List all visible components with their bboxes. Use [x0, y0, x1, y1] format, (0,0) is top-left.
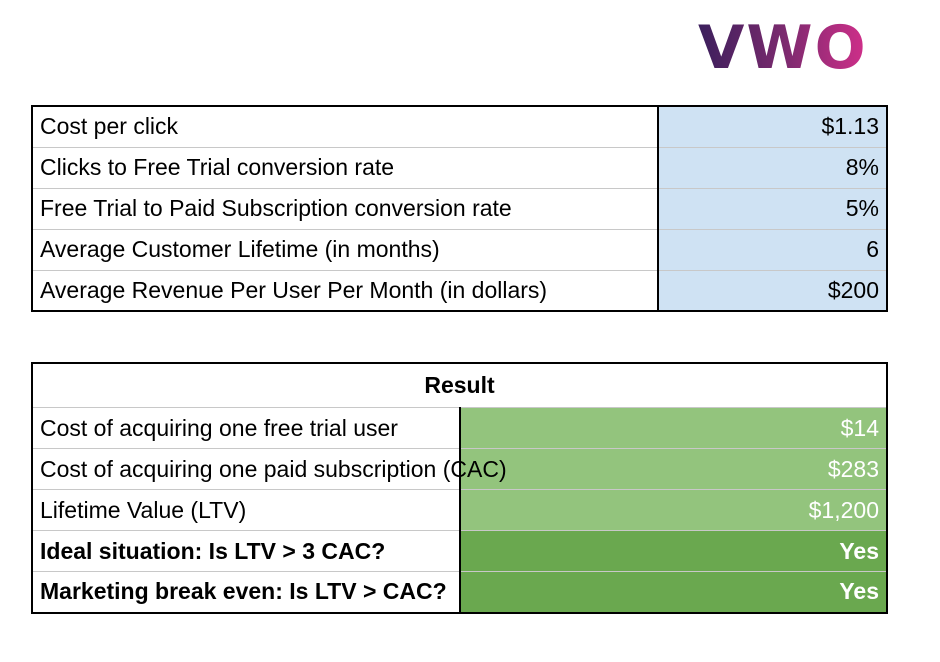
row-label: Marketing break even: Is LTV > CAC?	[32, 571, 461, 613]
row-value: $200	[658, 269, 887, 311]
row-label: Average Customer Lifetime (in months)	[32, 228, 659, 270]
row-label: Ideal situation: Is LTV > 3 CAC?	[32, 530, 461, 572]
table-row: Average Customer Lifetime (in months) 6	[32, 228, 887, 270]
row-value: 5%	[658, 187, 887, 229]
row-label: Cost of acquiring one free trial user	[32, 407, 461, 449]
table-row: Cost per click $1.13	[32, 105, 887, 147]
row-value: Yes	[459, 530, 887, 572]
logo-text: VWO	[698, 13, 868, 83]
logo: VWO	[698, 13, 868, 83]
table-row: Clicks to Free Trial conversion rate 8%	[32, 146, 887, 188]
row-value: $14	[459, 407, 887, 449]
table-row: Free Trial to Paid Subscription conversi…	[32, 187, 887, 229]
row-value: $1.13	[658, 105, 887, 147]
table-row: Average Revenue Per User Per Month (in d…	[32, 269, 887, 311]
table-row: Lifetime Value (LTV) $1,200	[32, 489, 887, 531]
table-row: Ideal situation: Is LTV > 3 CAC? Yes	[32, 530, 887, 572]
row-value: 8%	[658, 146, 887, 188]
row-value: Yes	[459, 571, 887, 613]
row-value: $283	[459, 448, 887, 490]
row-label: Lifetime Value (LTV)	[32, 489, 461, 531]
row-label: Free Trial to Paid Subscription conversi…	[32, 187, 659, 229]
result-title: Result	[32, 363, 887, 408]
table-row: Cost of acquiring one paid subscription …	[32, 448, 887, 490]
result-table: Result Cost of acquiring one free trial …	[31, 362, 888, 614]
inputs-table: Cost per click $1.13 Clicks to Free Trial …	[31, 105, 888, 312]
row-label: Average Revenue Per User Per Month (in d…	[32, 269, 659, 311]
row-value: 6	[658, 228, 887, 270]
row-label: Clicks to Free Trial conversion rate	[32, 146, 659, 188]
row-value: $1,200	[459, 489, 887, 531]
row-label: Cost per click	[32, 105, 659, 147]
row-label: Cost of acquiring one paid subscription …	[32, 448, 507, 490]
table-row: Marketing break even: Is LTV > CAC? Yes	[32, 571, 887, 613]
table-row: Cost of acquiring one free trial user $14	[32, 407, 887, 449]
